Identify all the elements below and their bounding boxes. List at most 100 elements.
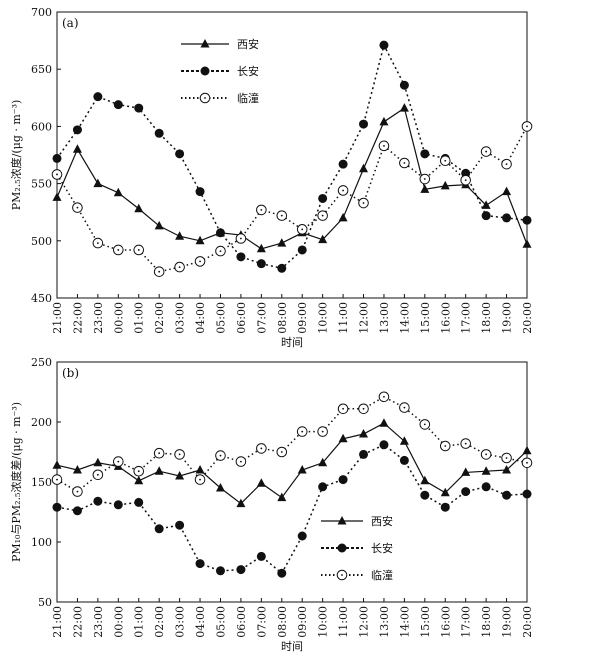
x-tick-label: 01:00 [133, 302, 146, 334]
data-point [379, 440, 389, 450]
data-point [236, 498, 246, 508]
data-point [420, 184, 430, 193]
series-2 [52, 440, 532, 578]
legend-label: 西安 [371, 514, 393, 528]
data-point-dot [383, 144, 385, 147]
data-point [379, 116, 389, 126]
x-tick-label: 09:00 [296, 302, 309, 334]
data-point-dot [301, 430, 304, 433]
legend-label: 临潼 [371, 568, 393, 582]
data-point [399, 436, 409, 445]
data-point [481, 482, 491, 492]
legend-marker-dot [204, 97, 206, 99]
x-tick-label: 19:00 [501, 302, 514, 334]
data-point [256, 259, 266, 269]
data-point [359, 429, 369, 438]
data-point-dot [137, 249, 140, 251]
x-tick-label: 08:00 [276, 606, 289, 638]
series-line [56, 422, 528, 505]
x-tick-label: 16:00 [439, 302, 452, 334]
data-point [481, 211, 491, 221]
data-point-dot [321, 214, 324, 217]
x-tick-label: 18:00 [480, 606, 493, 638]
data-point [256, 551, 266, 561]
y-axis-title: PM₁₀与PM₂.₅浓度差/(μg · m⁻³) [9, 402, 23, 562]
data-point-dot [96, 242, 99, 244]
data-point [52, 502, 62, 512]
series-1 [52, 418, 532, 508]
data-point [72, 125, 82, 135]
data-point-dot [178, 453, 181, 456]
x-tick-label: 18:00 [480, 302, 493, 334]
data-point-dot [526, 461, 528, 464]
data-point [175, 520, 185, 530]
x-tick-label: 22:00 [71, 302, 84, 334]
data-point-dot [260, 209, 263, 211]
data-point-dot [280, 214, 283, 217]
data-point-dot [464, 442, 467, 445]
data-point [195, 559, 205, 569]
data-point [502, 213, 512, 223]
x-tick-label: 07:00 [255, 606, 268, 638]
legend-label: 长安 [237, 64, 259, 78]
x-tick-label: 09:00 [296, 606, 309, 638]
data-point-dot [137, 470, 140, 473]
data-point [461, 467, 471, 476]
data-point-dot [56, 478, 58, 481]
data-point [338, 159, 348, 169]
legend-label: 长安 [371, 541, 393, 555]
data-point-dot [56, 173, 58, 176]
y-tick-label: 250 [31, 356, 52, 369]
data-point-dot [383, 395, 385, 398]
data-point [420, 475, 430, 485]
data-point [399, 103, 409, 112]
x-tick-label: 11:00 [337, 302, 350, 334]
y-tick-label: 100 [31, 536, 52, 549]
x-axis-title: 时间 [281, 336, 303, 349]
y-tick-label: 500 [31, 235, 52, 248]
data-point [52, 153, 62, 163]
data-point [297, 465, 307, 474]
series-line [56, 107, 528, 250]
x-tick-label: 06:00 [235, 302, 248, 334]
data-point-dot [301, 228, 304, 231]
data-point [72, 144, 82, 153]
data-point [215, 483, 225, 492]
data-point-dot [240, 460, 242, 463]
y-tick-label: 700 [31, 6, 52, 19]
data-point [256, 478, 266, 487]
data-point-dot [485, 453, 488, 456]
data-point-dot [526, 125, 528, 128]
chart-panel-2: 50 100 150 200 250 21:00 22:00 23:00 00:00 01:00 0… [9, 356, 534, 653]
x-tick-label: 23:00 [92, 302, 105, 334]
data-point-dot [76, 490, 79, 493]
x-tick-label: 03:00 [174, 302, 187, 334]
data-point-dot [199, 260, 201, 263]
legend-marker-dot [341, 574, 343, 576]
data-point-dot [117, 249, 120, 251]
x-tick-label: 15:00 [419, 302, 432, 334]
y-tick-label: 50 [38, 596, 52, 609]
data-point [72, 465, 82, 474]
data-point [154, 466, 164, 475]
x-tick-label: 14:00 [398, 606, 411, 638]
data-point-dot [158, 270, 161, 273]
series-line [56, 126, 528, 273]
x-tick-label: 15:00 [419, 606, 432, 638]
data-point-dot [342, 189, 344, 192]
data-point [297, 245, 307, 255]
x-tick-label: 17:00 [460, 302, 473, 334]
data-point [522, 445, 532, 455]
legend-label: 临潼 [237, 91, 259, 105]
data-point [277, 492, 287, 502]
data-point [93, 92, 103, 102]
data-point [502, 186, 512, 196]
x-tick-label: 22:00 [71, 606, 84, 638]
data-point [502, 465, 512, 474]
data-point [399, 455, 409, 465]
data-point [318, 457, 328, 467]
x-tick-label: 14:00 [398, 302, 411, 334]
x-tick-label: 13:00 [378, 606, 391, 638]
